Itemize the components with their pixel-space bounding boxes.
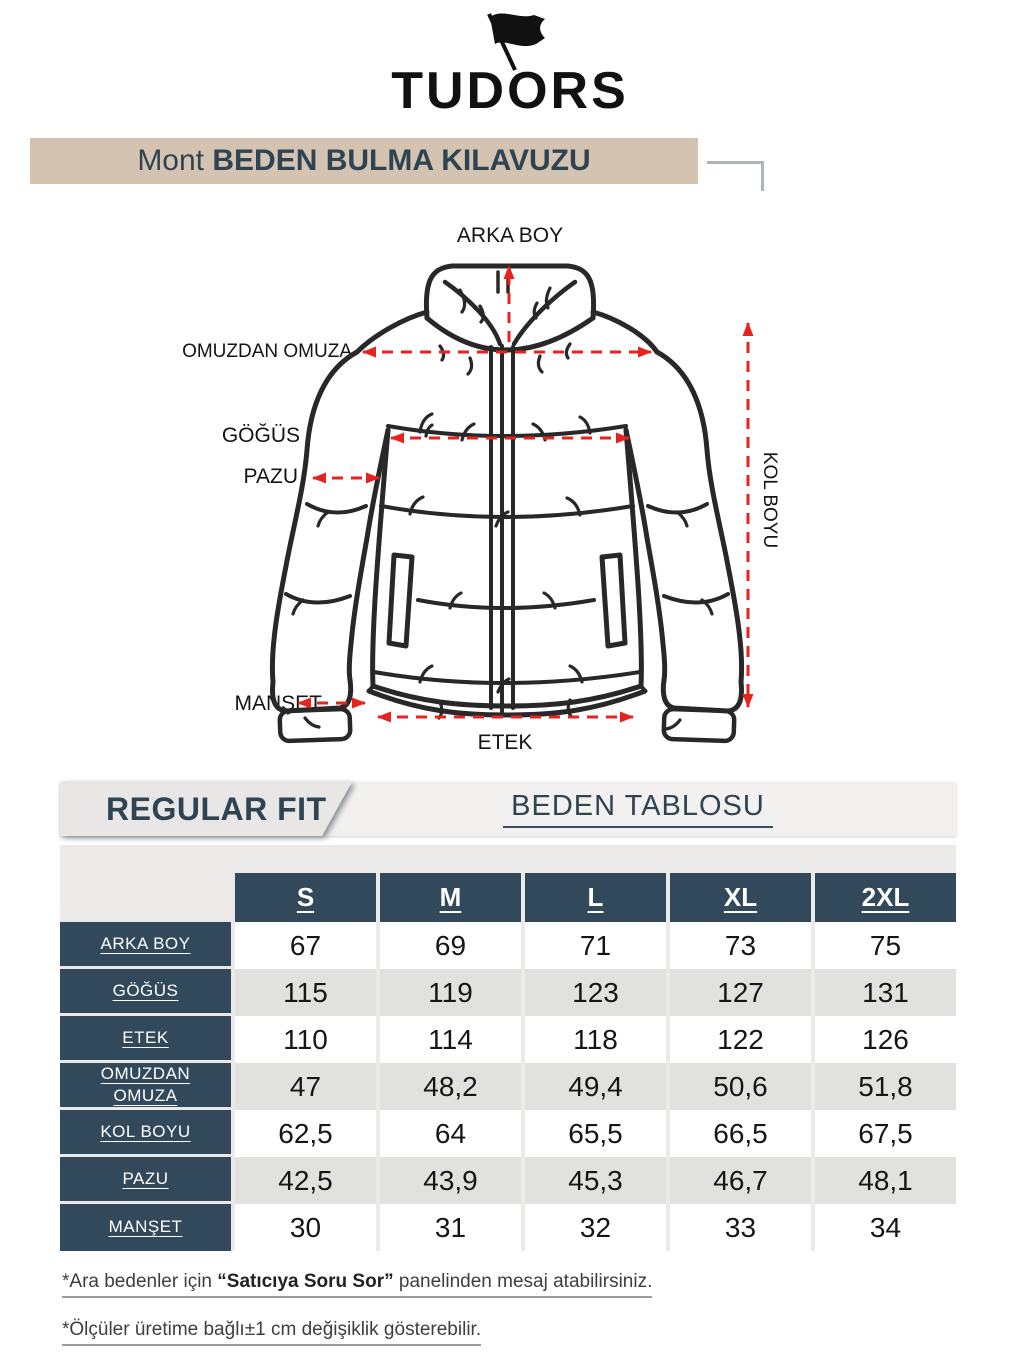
table-title-wrap: BEDEN TABLOSU [330, 782, 946, 836]
size-value-cell: 43,9 [380, 1157, 521, 1204]
size-value-cell: 34 [815, 1204, 956, 1251]
size-value-cell: 50,6 [670, 1063, 811, 1110]
size-value-cell: 33 [670, 1204, 811, 1251]
size-value-cell: 62,5 [235, 1110, 376, 1157]
size-value-cell: 69 [380, 922, 521, 969]
row-label: ARKA BOY [60, 922, 231, 969]
footnote-tolerance: *Ölçüler üretime bağlı±1 cm değişiklik g… [62, 1319, 482, 1346]
size-value-cell: 48,1 [815, 1157, 956, 1204]
row-label: ETEK [60, 1016, 231, 1063]
label-etek: ETEK [477, 731, 533, 754]
table-corner-cell [60, 873, 231, 922]
size-value-cell: 75 [815, 922, 956, 969]
table-header-band: REGULAR FIT BEDEN TABLOSU [60, 782, 956, 836]
label-gogus: GÖĞÜS [221, 424, 300, 447]
footnote-segment: panelinden mesaj atabilirsiniz. [393, 1271, 653, 1292]
guide-title: Mont BEDEN BULMA KILAVUZU [137, 144, 590, 178]
size-table: S M L XL 2XL ARKA BOY 67 69 71 73 75 GÖĞÜS 115 119 123… [60, 845, 956, 1251]
fit-label: REGULAR FIT [106, 790, 327, 827]
size-value-cell: 65,5 [525, 1110, 666, 1157]
row-label: MANŞET [60, 1204, 231, 1251]
size-value-cell: 31 [380, 1204, 521, 1251]
size-value-cell: 118 [525, 1016, 666, 1063]
size-column-header-L: L [525, 873, 666, 922]
size-value-cell: 47 [235, 1063, 376, 1110]
footnote-segment: *Ölçüler üretime bağlı±1 cm değişiklik g… [62, 1319, 482, 1340]
label-arka-boy: ARKA BOY [456, 224, 564, 247]
footnote-segment: *Ara bedenler için [62, 1271, 218, 1292]
size-value-cell: 51,8 [815, 1063, 956, 1110]
size-value-cell: 114 [380, 1016, 521, 1063]
size-value-cell: 123 [525, 969, 666, 1016]
label-omuzdan-omuza: OMUZDAN OMUZA [182, 341, 352, 362]
size-value-cell: 110 [235, 1016, 376, 1063]
size-value-cell: 127 [670, 969, 811, 1016]
size-value-cell: 67,5 [815, 1110, 956, 1157]
brand-logo: TUDORS [391, 13, 629, 120]
measurement-arrows [297, 265, 754, 723]
size-value-cell: 49,4 [525, 1063, 666, 1110]
size-column-header-XL: XL [670, 873, 811, 922]
row-label: KOL BOYU [60, 1110, 231, 1157]
footnote-intermediate-sizes: *Ara bedenler için “Satıcıya Soru Sor” p… [62, 1271, 653, 1298]
guide-title-text: BEDEN BULMA KILAVUZU [212, 144, 591, 177]
brand-name: TUDORS [391, 62, 629, 120]
flag-icon [487, 13, 545, 71]
quilt-feather-marks [291, 286, 714, 731]
label-pazu: PAZU [243, 465, 298, 488]
corner-bracket-decoration [707, 161, 764, 191]
size-value-cell: 119 [380, 969, 521, 1016]
size-column-header-M: M [380, 873, 521, 922]
jacket-drawing [269, 263, 745, 744]
guide-product: Mont [137, 144, 205, 177]
row-label: PAZU [60, 1157, 231, 1204]
size-value-cell: 67 [235, 922, 376, 969]
size-value-cell: 64 [380, 1110, 521, 1157]
guide-title-band: Mont BEDEN BULMA KILAVUZU [30, 138, 698, 184]
size-column-header-2XL: 2XL [815, 873, 956, 922]
size-value-cell: 42,5 [235, 1157, 376, 1204]
footnote-bold-segment: “Satıcıya Soru Sor” [217, 1271, 394, 1292]
size-value-cell: 48,2 [380, 1063, 521, 1110]
jacket-measure-diagram [269, 263, 754, 744]
size-value-cell: 45,3 [525, 1157, 666, 1204]
size-value-cell: 66,5 [670, 1110, 811, 1157]
size-value-cell: 73 [670, 922, 811, 969]
size-value-cell: 46,7 [670, 1157, 811, 1204]
row-label: OMUZDAN OMUZA [60, 1063, 231, 1110]
size-column-header-S: S [235, 873, 376, 922]
size-value-cell: 131 [815, 969, 956, 1016]
size-value-cell: 32 [525, 1204, 666, 1251]
size-value-cell: 126 [815, 1016, 956, 1063]
row-label: GÖĞÜS [60, 969, 231, 1016]
size-value-cell: 115 [235, 969, 376, 1016]
size-value-cell: 122 [670, 1016, 811, 1063]
size-value-cell: 30 [235, 1204, 376, 1251]
size-value-cell: 71 [525, 922, 666, 969]
fit-tab: REGULAR FIT [60, 782, 352, 836]
table-title: BEDEN TABLOSU [503, 790, 773, 828]
